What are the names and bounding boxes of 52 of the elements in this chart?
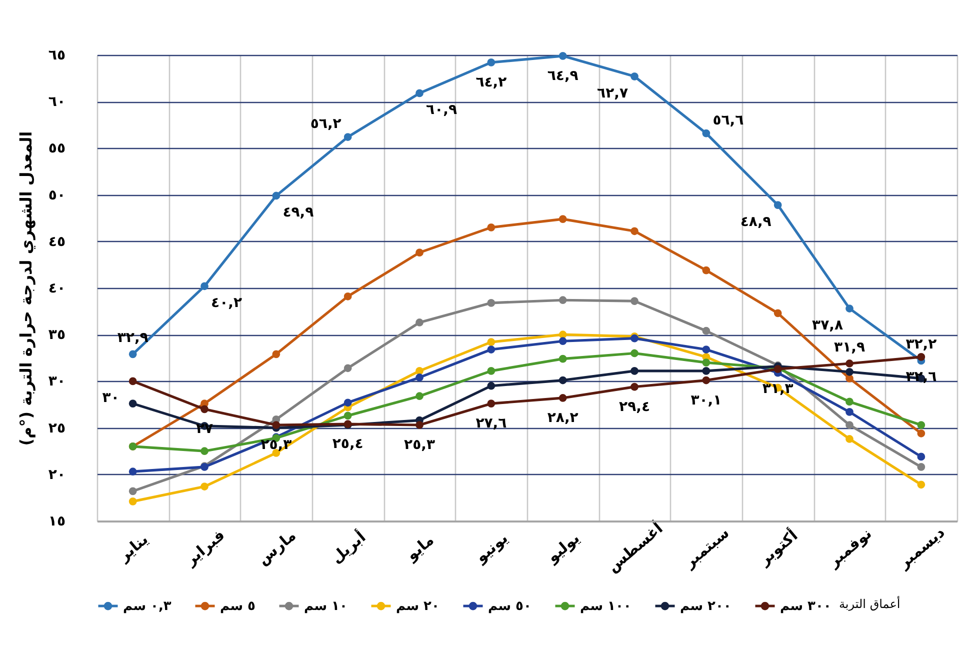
data-label: ٦٠,٩ — [426, 102, 458, 118]
x-tick-label: يناير — [114, 530, 152, 566]
y-tick-label: ٢٠ — [48, 466, 66, 483]
data-label: ٣٠ — [102, 390, 120, 406]
x-tick-label: فبراير — [181, 526, 228, 570]
x-tick-label: يوليو — [542, 528, 583, 567]
x-tick-label: سبتمبر — [680, 524, 733, 572]
y-tick-label: ٤٠ — [48, 280, 66, 296]
x-tick-label: مايو — [402, 530, 438, 565]
data-label: ٤٠,٢ — [211, 295, 242, 312]
y-tick-label: ٥٥ — [48, 140, 66, 157]
x-tick-label: نوفمبر — [824, 524, 876, 572]
x-tick-label: أكتوبر — [754, 526, 802, 570]
data-label: ٣١,٩ — [834, 339, 866, 356]
y-tick-label: ٥٠ — [48, 187, 66, 204]
x-tick-label: أغسطس — [603, 518, 666, 576]
legend-label: ١٠ سم — [304, 599, 348, 614]
y-tick-label: ٣٥ — [48, 327, 66, 344]
data-label: ٤٨,٩ — [740, 214, 772, 230]
legend-label: ٢٠ سم — [396, 599, 440, 614]
data-label: ٢٨,٢ — [547, 410, 579, 426]
x-tick-label: يونيو — [471, 528, 512, 567]
y-tick-label: ٦٠ — [48, 94, 66, 110]
data-label: ٣٧,٨ — [812, 318, 844, 334]
x-tick-label: ديسمبر — [894, 523, 948, 572]
data-label: ٦٤,٢ — [476, 74, 508, 90]
y-tick-label: ٦٥ — [48, 48, 66, 64]
data-label: ٢٥,٣ — [404, 437, 436, 454]
data-label: ٥٦,٢ — [310, 116, 342, 132]
data-label: ٦٤,٩ — [547, 68, 579, 84]
y-tick-label: ٣٠ — [48, 374, 66, 390]
y-tick-label: ١٥ — [48, 514, 66, 530]
legend-title: أعماق التربة — [839, 596, 900, 611]
data-label: ٢٩,٤ — [619, 398, 650, 415]
legend-label: ٥ سم — [220, 599, 256, 614]
legend-label: ٢٠٠ سم — [680, 599, 732, 614]
y-tick-label: ٤٥ — [48, 234, 66, 250]
data-label: ٥٦,٦ — [712, 112, 744, 128]
y-axis-title: المعدل الشهري لدرجة حرارة التربة (°م) — [16, 131, 36, 446]
legend-label: ١٠٠ سم — [580, 599, 632, 614]
x-tick-label: مارس — [254, 526, 300, 569]
data-label: ٦٢,٧ — [597, 85, 628, 102]
legend-label: ٠,٣ سم — [123, 599, 172, 614]
data-label: ٣٢,٢ — [906, 336, 938, 353]
legend-label: ٣٠٠ سم — [780, 599, 832, 614]
data-label: ٢٥,٤ — [332, 436, 364, 452]
x-tick-label: أبريل — [326, 527, 370, 567]
data-label: ٣٠,١ — [690, 392, 722, 408]
data-label: ٢٧,٦ — [476, 416, 508, 432]
y-tick-label: ٢٥ — [48, 420, 66, 436]
legend-label: ٥٠ سم — [488, 599, 532, 614]
data-label: ٤٩,٩ — [282, 204, 314, 221]
